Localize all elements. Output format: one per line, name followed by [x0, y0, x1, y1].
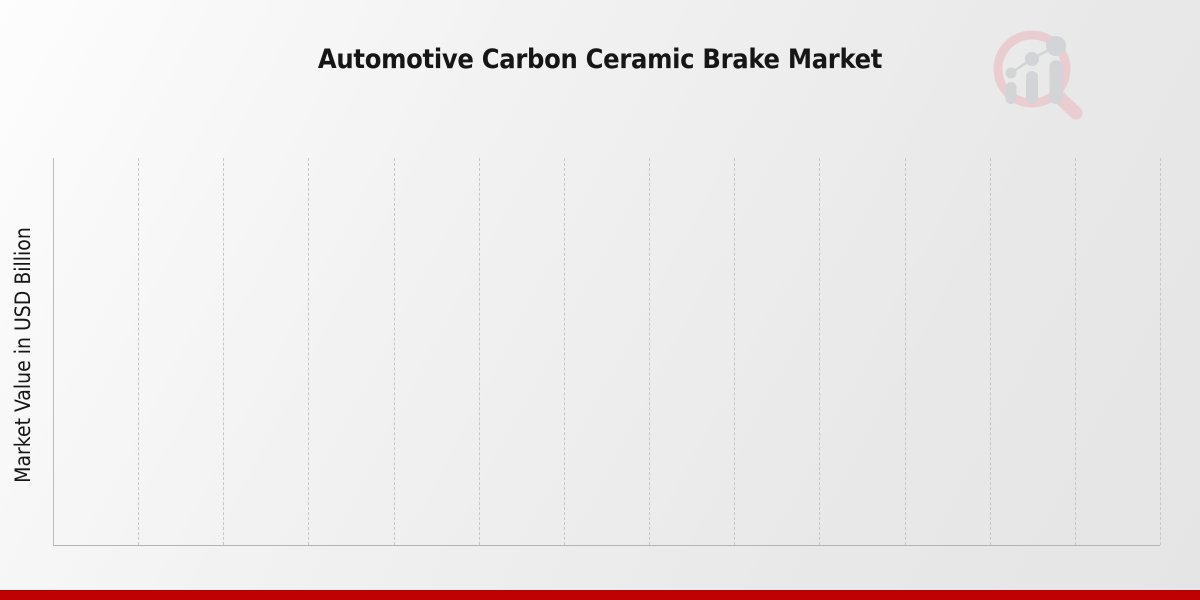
gridline — [478, 158, 480, 545]
gridline — [563, 158, 565, 545]
y-axis-title: Market Value in USD Billion — [11, 227, 35, 483]
gridline — [138, 158, 140, 545]
gridline — [819, 158, 821, 545]
gridline — [649, 158, 651, 545]
y-axis-line — [53, 158, 54, 545]
plot-area — [53, 158, 1161, 546]
magnifier-bar-chart-watermark-icon — [993, 30, 1083, 120]
gridline — [393, 158, 395, 545]
chart-title: Automotive Carbon Ceramic Brake Market — [317, 44, 883, 75]
gridline — [223, 158, 225, 545]
gridline — [1160, 158, 1161, 545]
gridline — [989, 158, 991, 545]
gridline — [904, 158, 906, 545]
brand-accent-strip — [0, 590, 1200, 600]
gridline — [308, 158, 310, 545]
gridline — [734, 158, 736, 545]
gridline — [1074, 158, 1076, 545]
